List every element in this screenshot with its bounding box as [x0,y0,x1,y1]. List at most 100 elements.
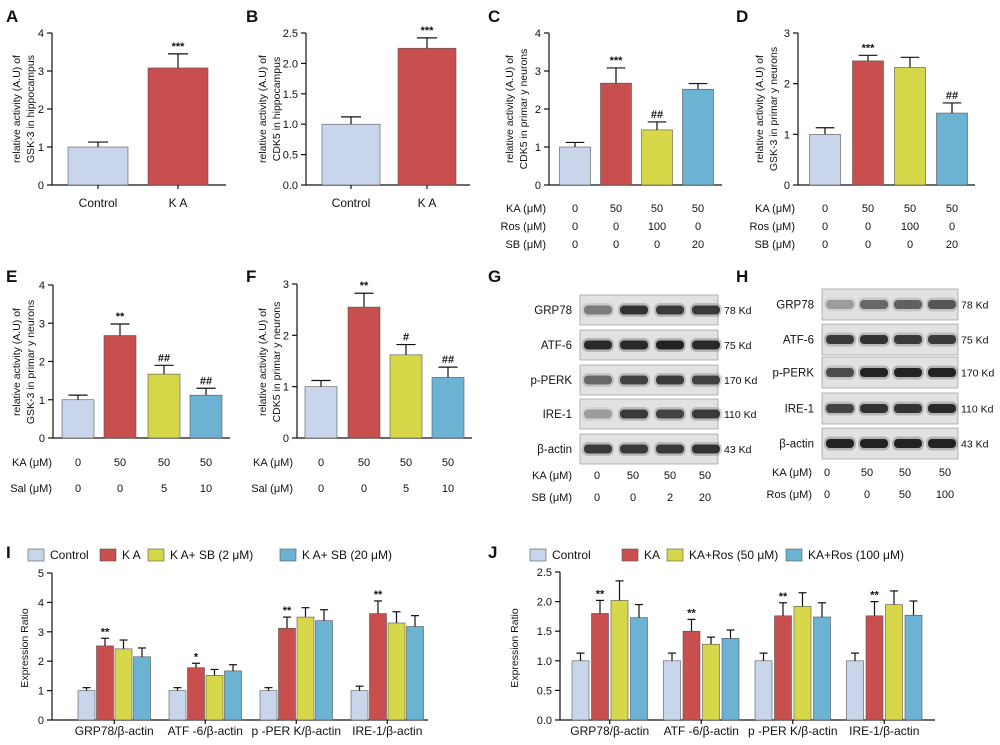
y-tick-label: 4 [38,597,44,609]
x-tick-label: Control [79,196,118,210]
x-tick-label: K A [169,196,188,210]
condition-value: 50 [200,457,212,469]
blot-band [894,300,922,309]
condition-value: 50 [400,457,412,469]
condition-value: 0 [361,483,367,495]
y-tick-label: 4 [39,280,45,292]
molecular-weight-label: 75 Kd [724,340,752,352]
significance-label: ** [283,605,292,617]
bar [114,648,133,721]
bar [559,146,591,186]
bar [189,394,223,439]
condition-label: KA (μM) [772,467,812,479]
bar [600,82,632,186]
condition-label: SB (μM) [754,239,795,251]
bar [431,377,465,439]
y-tick-label: 4 [38,28,44,40]
y-axis-label: relative activity (A.U) of [11,55,23,163]
x-tick-label: p -PER K/β-actin [748,724,838,738]
y-tick-label: 1 [38,686,44,698]
y-tick-label: 2 [784,79,790,91]
blot-band [620,375,648,385]
condition-value: 50 [627,470,639,482]
significance-label: ** [360,280,369,292]
y-tick-label: 0.0 [283,180,298,192]
condition-value: 50 [699,470,711,482]
condition-value: 0 [864,489,870,501]
bar [641,129,673,186]
condition-label: KA (μM) [253,457,293,469]
significance-label: ** [116,311,125,323]
y-tick-label: 0 [535,180,541,192]
y-axis-label: relative activity (A.U) of [257,55,269,163]
bar [77,690,96,721]
y-tick-label: 2 [39,357,45,369]
condition-value: 50 [651,203,663,215]
significance-label: *** [421,25,435,37]
legend-label: Control [50,548,89,562]
blot-band [894,368,922,377]
legend-swatch [99,548,117,562]
y-tick-label: 3 [38,627,44,639]
bar [147,67,209,186]
blot-band [656,444,684,454]
condition-value: 50 [899,489,911,501]
legend-label: K A [122,548,141,562]
y-tick-label: 3 [535,66,541,78]
y-axis-label: GSK-3 in primar y neurons [25,300,37,424]
significance-label: ## [651,109,663,121]
blot-band [928,368,956,377]
blot-band-halo [582,407,614,421]
bar [682,630,701,721]
panel-label: G [488,267,501,286]
condition-label: SB (μM) [505,239,546,251]
bar [397,47,457,186]
y-tick-label: 0.0 [537,715,552,727]
y-tick-label: 4 [535,28,541,40]
legend-swatch [147,548,165,562]
bar [630,617,648,721]
condition-value: 0 [949,221,955,233]
y-axis-label: CDK5 in primar y neurons [518,49,530,170]
condition-value: 100 [936,489,954,501]
condition-value: 100 [648,221,666,233]
protein-label: IRE-1 [785,404,814,416]
bar [296,616,315,721]
bar [224,670,242,721]
y-tick-label: 1.5 [283,89,298,101]
significance-label: ## [158,352,170,364]
panel-a-chart: A 0 1 2 3 4 relative activity (A.U) of GSK-3 in… [6,7,226,210]
blot-band [656,305,684,315]
y-axis-label: relative activity (A.U) of [754,55,766,163]
legend-label: KA+Ros (50 μM) [689,548,778,562]
x-tick-label: ATF -6/β-actin [664,724,739,738]
protein-label: GRP78 [534,305,572,317]
condition-value: 0 [654,239,660,251]
y-tick-label: 0 [784,180,790,192]
x-tick-label: GRP78/β-actin [570,724,649,738]
legend-label: K A+ SB (20 μM) [302,548,392,562]
significance-label: * [194,651,199,663]
y-tick-label: 1 [38,142,44,154]
legend-swatch [621,548,639,562]
panel-label: I [6,543,11,562]
blot-band [584,409,612,419]
significance-label: ## [946,90,958,102]
blot-band [692,305,720,315]
panel-j-chart: J 0.0 0.5 1.0 1.5 2.0 2.5 Expression Ratio ** GRP… [488,543,935,738]
significance-label: ## [200,375,212,387]
condition-value: 50 [114,457,126,469]
blot-band-halo [582,303,614,317]
condition-value: 0 [572,239,578,251]
protein-label: p-PERK [772,368,814,380]
bar [369,613,387,721]
blot-band [620,444,648,454]
legend-label: KA+Ros (100 μM) [808,548,904,562]
blot-band [584,444,612,454]
protein-label: IRE-1 [543,409,572,421]
bar [793,606,812,721]
blot-band [584,375,612,385]
condition-value: 50 [158,457,170,469]
bar [663,660,681,721]
